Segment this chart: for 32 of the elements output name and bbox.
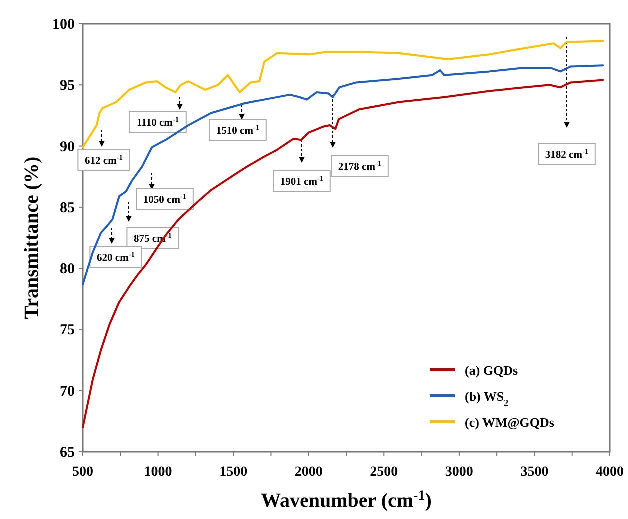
y-axis-title: Transmittance (%) xyxy=(21,156,43,320)
annotation: 3182 cm$^{-1}$ xyxy=(545,146,589,161)
y-tick-label: 70 xyxy=(60,384,75,400)
x-tick-label: 2000 xyxy=(294,465,323,480)
y-tick-label: 80 xyxy=(60,262,75,278)
line-series xyxy=(82,40,604,149)
y-tick-label: 95 xyxy=(60,78,75,94)
line-series xyxy=(82,79,604,429)
x-axis-title: Wavenumber (cm$^{-1}$) xyxy=(261,488,432,512)
x-tick-label: 3500 xyxy=(520,465,549,480)
annotation: 1050 cm$^{-1}$ xyxy=(143,192,187,206)
x-tick-label: 3000 xyxy=(445,465,474,480)
legend-label: (c) WM@GQDs xyxy=(465,415,554,430)
x-tick-label: 4000 xyxy=(596,465,624,480)
y-tick-label: 90 xyxy=(60,139,75,156)
annotation: 1110 cm$^{-1}$ xyxy=(137,114,180,129)
legend-label: (a) GQDs xyxy=(465,363,518,378)
x-tick-label: 500 xyxy=(72,465,94,480)
line-series xyxy=(82,64,604,286)
annotation: 1510 cm$^{-1}$ xyxy=(216,122,260,137)
annotation: 620 cm$^{-1}$ xyxy=(97,250,136,264)
annotation: 2178 cm$^{-1}$ xyxy=(338,158,382,173)
y-tick-label: 65 xyxy=(60,445,75,461)
x-tick-label: 2500 xyxy=(370,465,398,480)
x-tick-label: 1000 xyxy=(144,465,172,480)
legend-label: (b) WS$_{2}$ xyxy=(465,389,510,408)
y-tick-label: 85 xyxy=(60,200,75,216)
y-tick-label: 100 xyxy=(52,17,75,33)
x-tick-label: 1500 xyxy=(220,465,248,480)
annotation: 612 cm$^{-1}$ xyxy=(85,152,124,167)
annotation: 1901 cm$^{-1}$ xyxy=(280,174,324,188)
y-tick-label: 75 xyxy=(60,322,75,339)
